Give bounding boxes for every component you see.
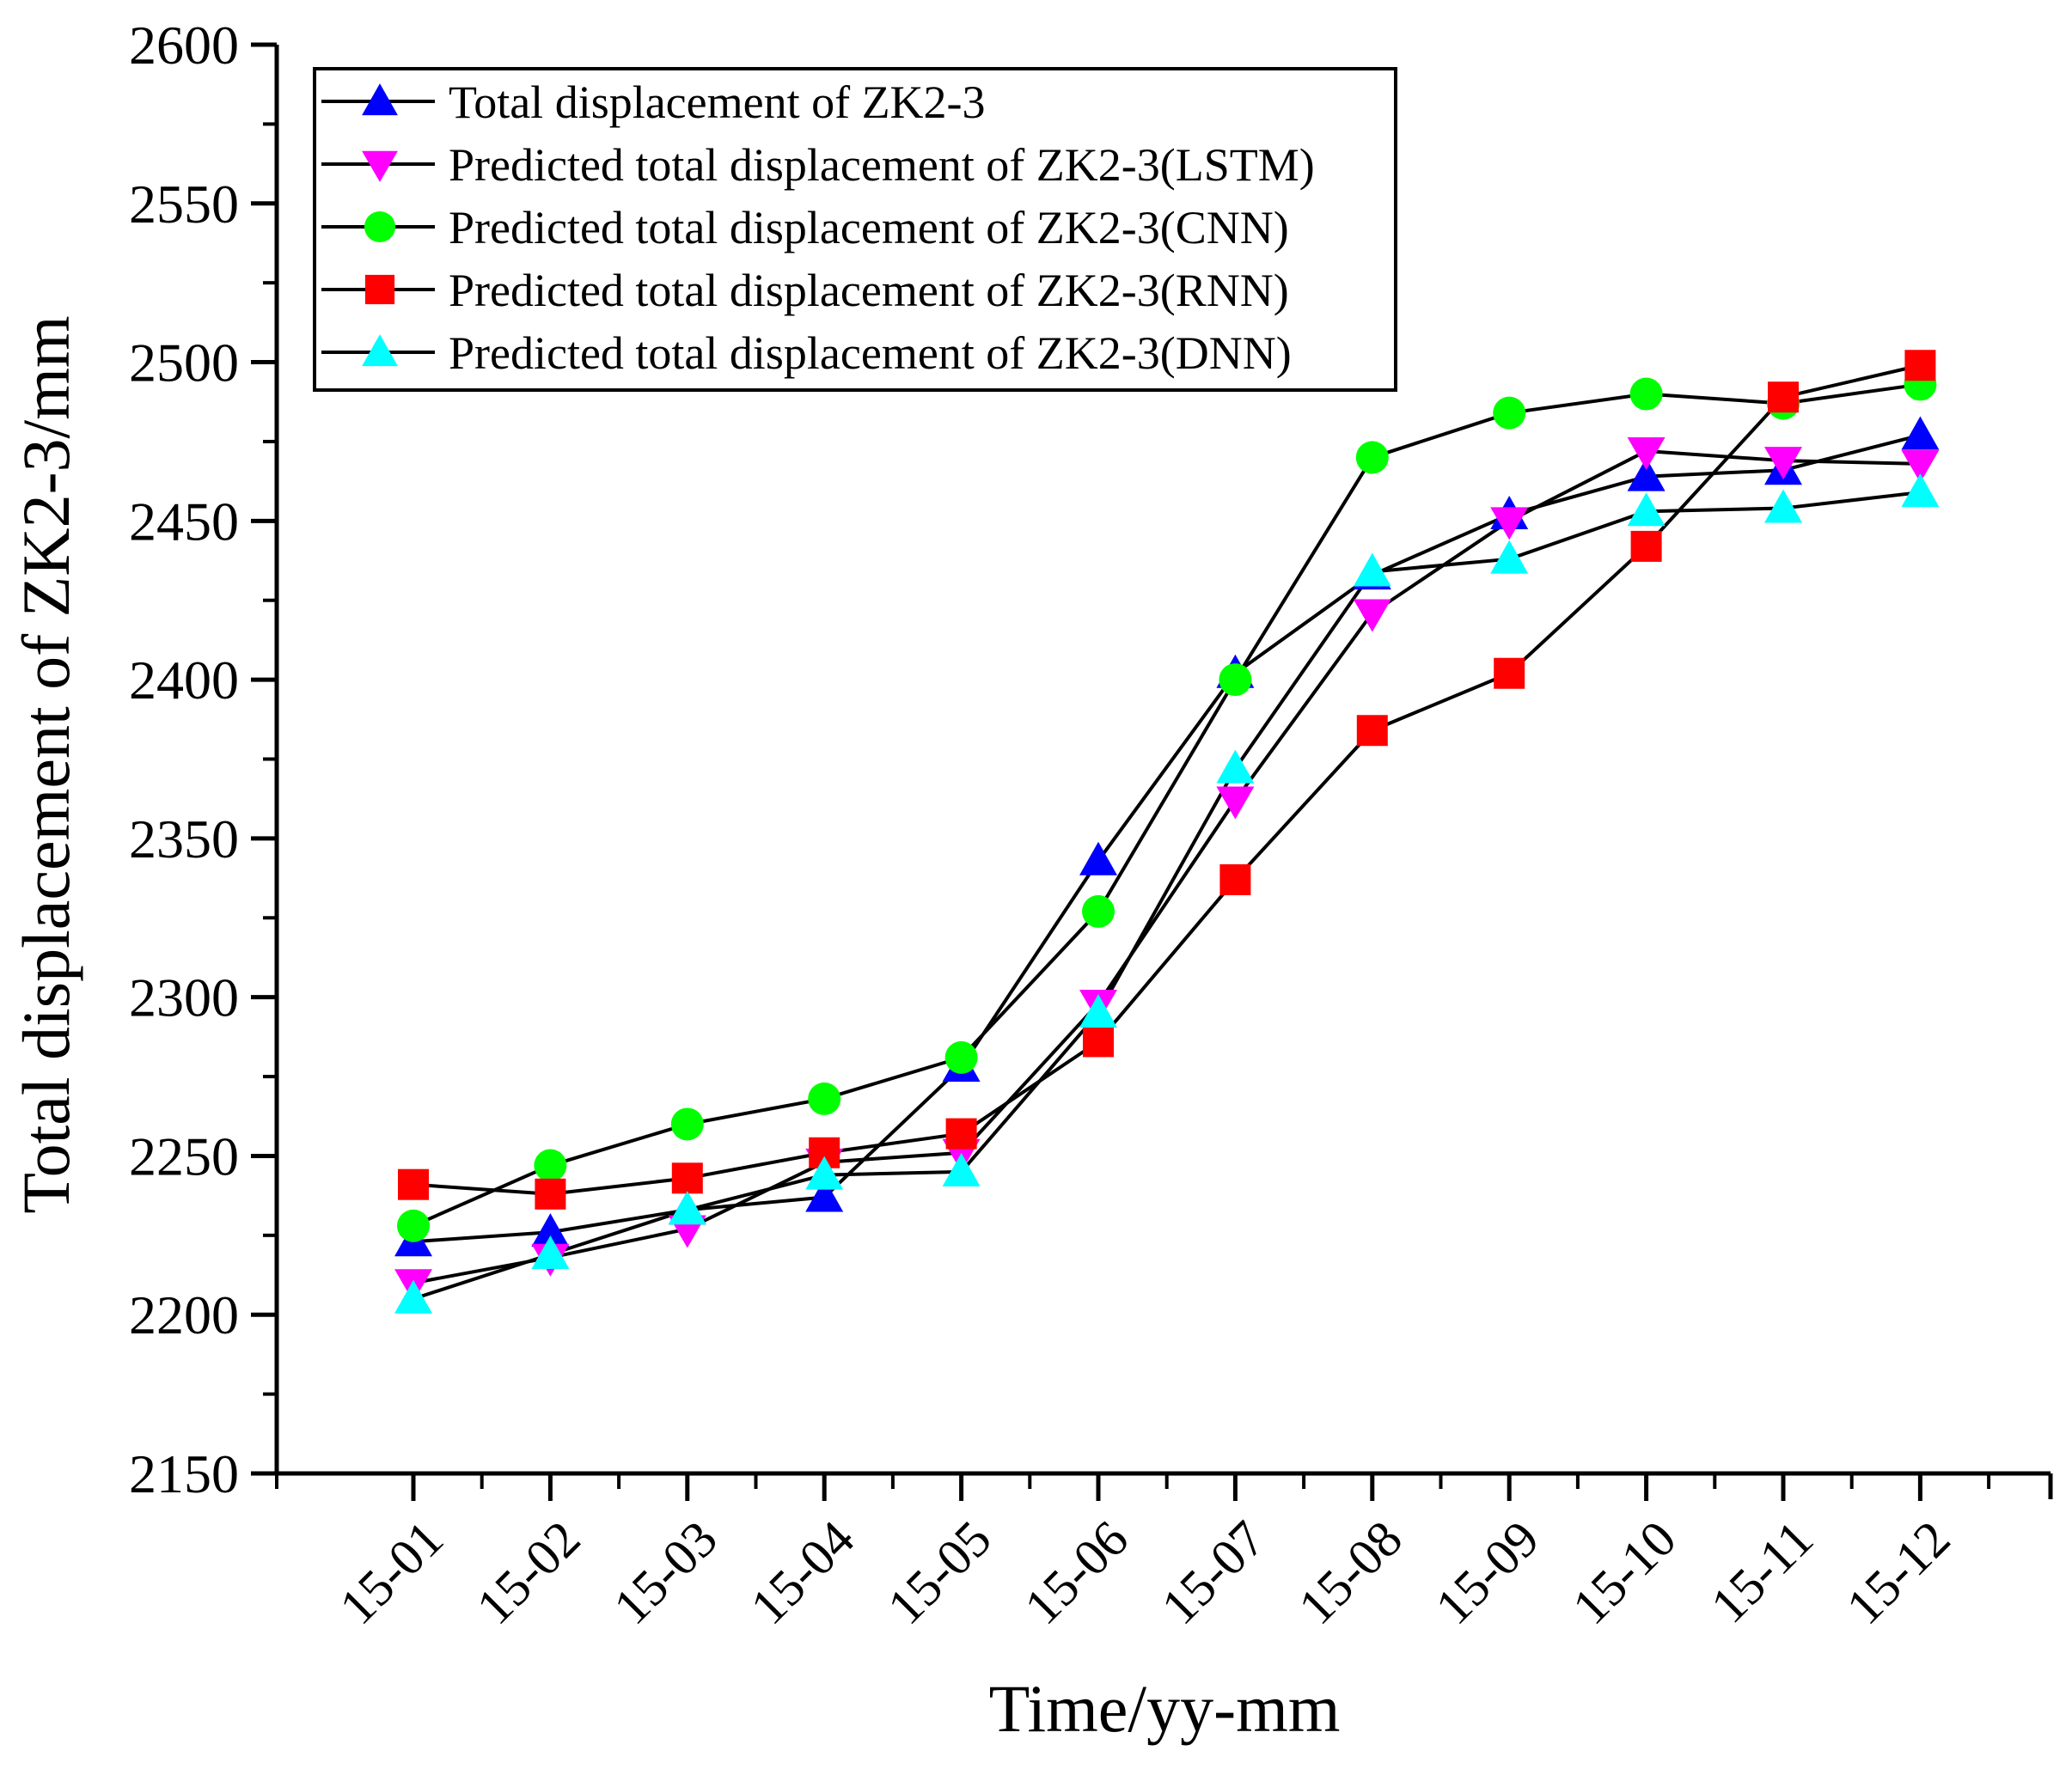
- y-tick-label: 2300: [129, 967, 239, 1028]
- data-point-series-4: [942, 1152, 981, 1186]
- data-point-series-3: [1904, 350, 1936, 381]
- data-point-series-4: [1901, 473, 1940, 508]
- y-tick-label: 2600: [129, 15, 239, 76]
- x-tick-label: 15-05: [877, 1510, 1002, 1636]
- legend-label: Total displacement of ZK2-3: [449, 76, 986, 128]
- data-point-series-2: [808, 1082, 841, 1115]
- series-line-1: [413, 449, 1921, 1285]
- data-point-series-3: [1219, 863, 1251, 895]
- data-point-series-3: [398, 1168, 429, 1200]
- x-tick-label: 15-09: [1425, 1510, 1550, 1636]
- series-line-3: [413, 363, 1921, 1196]
- x-axis-ticks: 15-01 15-02 15-03 15-04 15-05 15-06 15-07 15-08…: [275, 1473, 1991, 1636]
- data-point-series-0: [1901, 416, 1940, 450]
- series-line-0: [413, 433, 1921, 1244]
- data-point-series-2: [534, 1149, 567, 1182]
- x-tick-label: 15-03: [602, 1510, 728, 1636]
- data-point-series-1: [1216, 786, 1255, 820]
- data-point-series-1: [1490, 507, 1529, 540]
- data-point-series-4: [394, 1279, 432, 1314]
- data-point-series-3: [1083, 1026, 1114, 1058]
- y-tick-label: 2550: [129, 174, 239, 235]
- x-tick-label: 15-02: [466, 1510, 591, 1636]
- data-point-series-0: [1627, 457, 1666, 491]
- data-point-series-3: [671, 1162, 703, 1194]
- data-point-series-4: [1490, 540, 1529, 574]
- x-tick-label: 15-01: [329, 1510, 455, 1636]
- x-tick-label: 15-04: [740, 1510, 865, 1636]
- y-tick-label: 2400: [129, 650, 239, 711]
- legend-marker: [364, 210, 396, 243]
- x-tick-label: 15-10: [1562, 1510, 1687, 1636]
- series-markers: [394, 350, 1940, 1314]
- data-point-series-2: [1219, 663, 1252, 697]
- data-point-series-4: [531, 1235, 570, 1270]
- data-point-series-2: [397, 1209, 430, 1242]
- data-point-series-4: [805, 1156, 844, 1190]
- data-point-series-1: [1353, 599, 1391, 632]
- legend-marker: [362, 83, 398, 116]
- series-line-2: [413, 382, 1921, 1228]
- data-point-series-3: [535, 1178, 566, 1210]
- data-point-series-4: [1353, 552, 1391, 587]
- y-tick-label: 2450: [129, 491, 239, 552]
- y-axis-ticks: 2150 2200 2250 2300 2350 2400 2450 2500 2550 2600: [129, 15, 277, 1504]
- data-point-series-3: [1630, 530, 1662, 562]
- y-tick-label: 2150: [129, 1443, 239, 1504]
- legend-label: Predicted total displacement of ZK2-3(RN…: [449, 265, 1289, 316]
- data-point-series-0: [1079, 841, 1117, 875]
- data-point-series-3: [945, 1118, 977, 1150]
- series-line-4: [413, 491, 1921, 1301]
- y-tick-label: 2500: [129, 332, 239, 393]
- x-tick-label: 15-12: [1836, 1510, 1961, 1636]
- data-point-series-4: [1764, 489, 1802, 523]
- legend-label: Predicted total displacement of ZK2-3(DN…: [449, 327, 1292, 379]
- data-point-series-2: [1082, 894, 1115, 928]
- legend-marker: [362, 334, 398, 367]
- x-axis-title: Time/yy-mm: [989, 1671, 1341, 1746]
- data-point-series-0: [531, 1213, 570, 1247]
- data-point-series-2: [944, 1040, 978, 1074]
- legend-marker: [364, 274, 395, 305]
- legend-marker: [362, 150, 398, 182]
- data-point-series-3: [1768, 381, 1799, 413]
- data-point-series-4: [668, 1191, 706, 1225]
- data-point-series-4: [1627, 492, 1666, 527]
- legend-label: Predicted total displacement of ZK2-3(CN…: [449, 202, 1289, 253]
- data-point-series-4: [1079, 994, 1117, 1028]
- data-point-series-1: [1901, 449, 1940, 483]
- data-point-series-3: [1494, 657, 1525, 689]
- legend-box: [313, 67, 1397, 392]
- data-point-series-2: [1493, 396, 1526, 430]
- y-tick-label: 2350: [129, 808, 239, 869]
- y-tick-label: 2200: [129, 1284, 239, 1345]
- y-axis-title: Total displacement of ZK2-3/mm: [9, 315, 83, 1213]
- x-tick-label: 15-07: [1151, 1510, 1276, 1636]
- data-point-series-1: [1627, 437, 1666, 471]
- data-point-series-0: [805, 1178, 844, 1212]
- data-point-series-2: [1355, 441, 1389, 474]
- data-point-series-2: [1629, 377, 1663, 411]
- data-point-series-1: [1764, 447, 1802, 480]
- data-point-series-3: [1356, 715, 1388, 747]
- x-tick-label: 15-08: [1287, 1510, 1413, 1636]
- data-point-series-4: [1216, 749, 1255, 784]
- data-point-series-2: [670, 1107, 704, 1141]
- x-tick-label: 15-11: [1700, 1510, 1824, 1634]
- legend-label: Predicted total displacement of ZK2-3(LS…: [449, 139, 1315, 191]
- y-tick-label: 2250: [129, 1125, 239, 1186]
- series-lines: [413, 363, 1921, 1301]
- x-tick-label: 15-06: [1014, 1510, 1140, 1636]
- legend: Total displacement of ZK2-3 Predicted tot…: [321, 76, 1315, 379]
